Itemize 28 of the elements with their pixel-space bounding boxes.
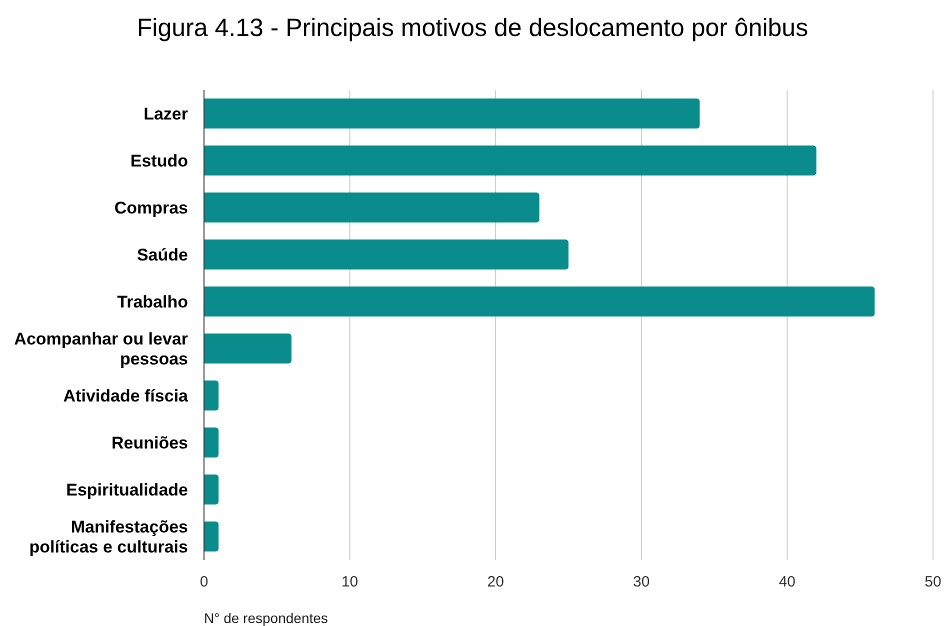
x-tick-label: 10 [341, 574, 358, 591]
y-tick-label: Lazer [144, 104, 188, 123]
x-tick-label: 0 [200, 574, 208, 591]
bar [204, 286, 875, 316]
y-tick-label: Acompanhar ou levar pessoas [14, 329, 188, 368]
bar [204, 239, 568, 270]
bar [204, 427, 219, 458]
bar [204, 333, 292, 364]
x-tick-label: 50 [924, 574, 942, 591]
y-tick-label: Estudo [130, 151, 188, 170]
bar [204, 380, 219, 410]
y-tick-label: Trabalho [117, 292, 188, 311]
y-tick-label: Espiritualidade [66, 480, 188, 499]
y-tick-label: Saúde [136, 245, 188, 264]
bar [204, 98, 700, 128]
x-tick-label: 30 [633, 574, 650, 591]
y-tick-label: Compras [114, 198, 188, 217]
x-tick-label: 20 [487, 574, 504, 591]
bar [204, 192, 540, 222]
chart-title: Figura 4.13 - Principais motivos de deslocamento por ônibus [136, 14, 810, 43]
y-tick-label: Atividade físcia [63, 386, 189, 405]
y-tick-label: Manifestações políticas e culturais [29, 517, 188, 556]
bar [204, 474, 219, 504]
x-tick-label: 40 [778, 574, 796, 591]
bar [204, 521, 219, 552]
x-axis-title: N° de respondentes [204, 610, 328, 626]
bar [204, 145, 816, 176]
y-tick-label: Reuniões [111, 433, 188, 452]
